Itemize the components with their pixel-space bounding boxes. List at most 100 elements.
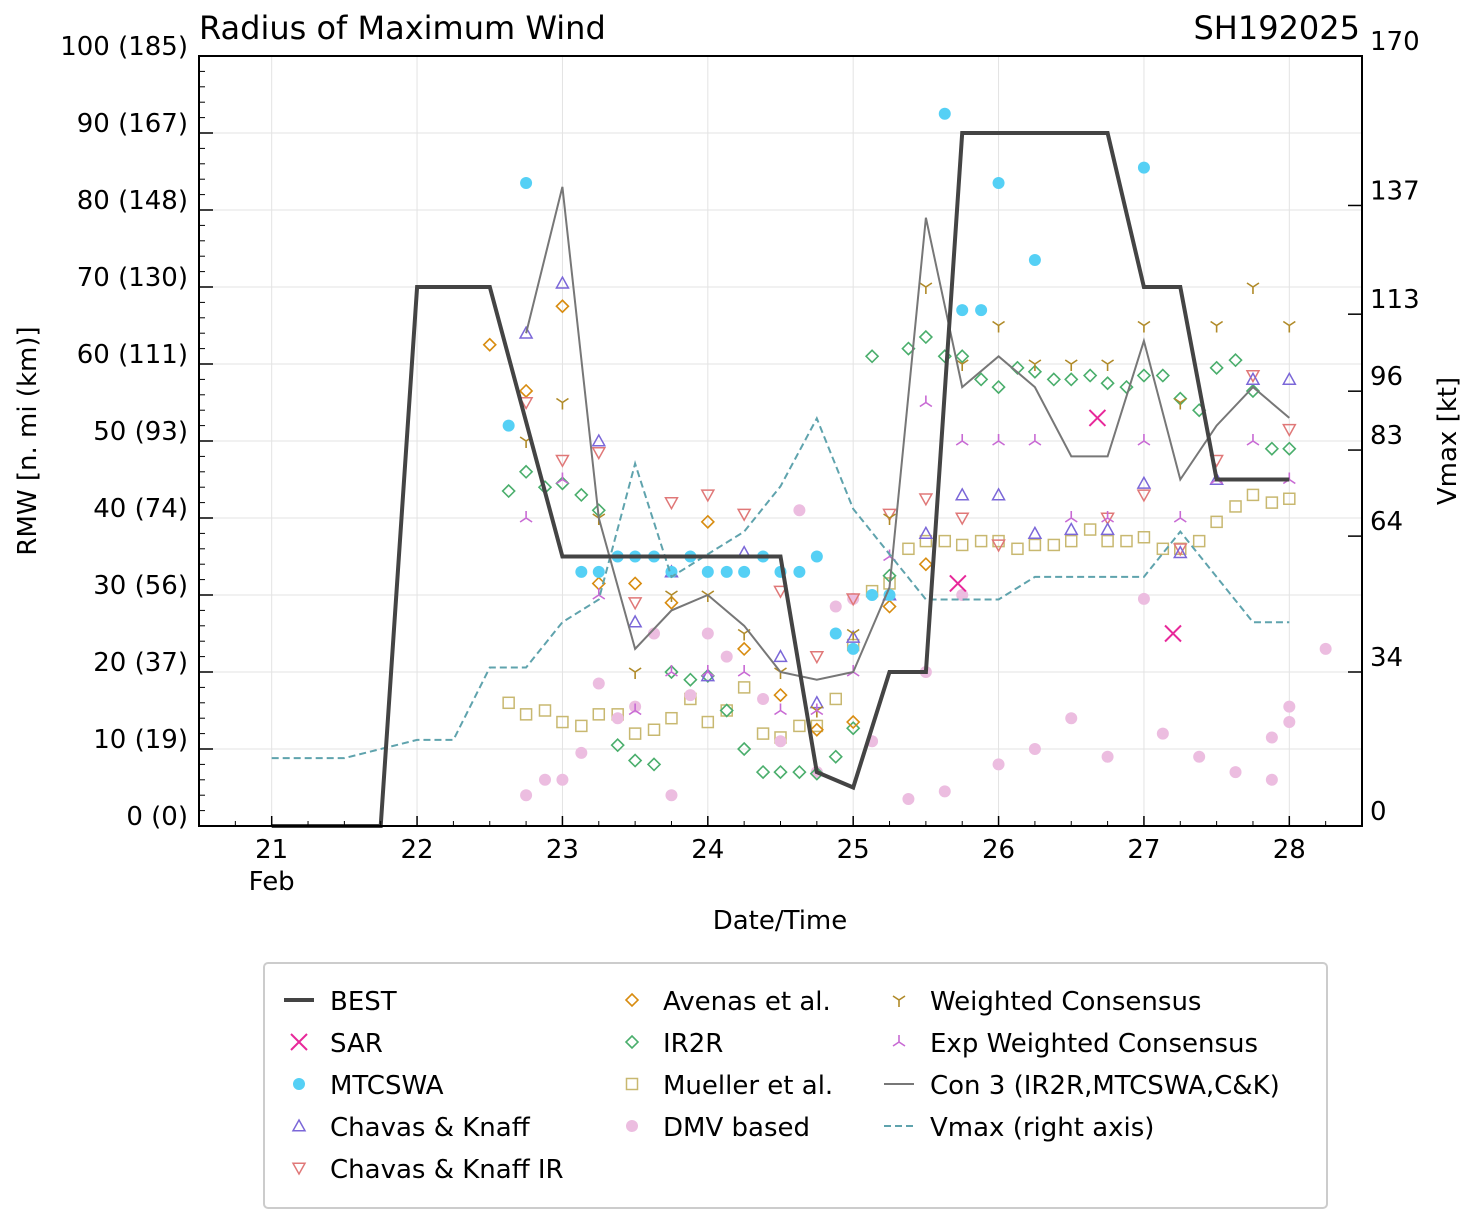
y-tick-label: 70 (130) — [77, 263, 188, 293]
best-line — [271, 131, 1290, 828]
ir2r-point — [501, 483, 516, 499]
series-con3 — [525, 186, 1290, 681]
wc-point — [1210, 320, 1224, 333]
mueller-point — [737, 681, 751, 694]
legend-frame — [263, 962, 1328, 1209]
sar-point — [1088, 409, 1107, 427]
x-tick-label: 23 — [546, 835, 579, 865]
dmv-point — [1319, 642, 1332, 655]
ewc-point — [555, 472, 569, 485]
mueller-point — [955, 538, 969, 552]
dmv-point — [774, 735, 787, 748]
mueller-point — [1065, 534, 1078, 548]
dmv-point — [556, 773, 569, 786]
ewc-point — [774, 703, 787, 716]
legend-swatch-mueller — [625, 1077, 639, 1091]
mueller-point — [1265, 496, 1279, 509]
con3-line — [525, 186, 1290, 681]
legend-item-sar: SAR — [290, 1029, 383, 1059]
legend-label-vmax: Vmax (right axis) — [930, 1113, 1154, 1143]
legend-label-mueller: Mueller et al. — [663, 1071, 833, 1101]
sar-point — [949, 574, 967, 593]
dmv-point — [1028, 743, 1041, 755]
y-right-tick-label: 137 — [1370, 176, 1420, 206]
ir2r-point — [683, 672, 698, 687]
mueller-point — [810, 719, 824, 733]
ewc-point — [1246, 434, 1260, 446]
series-mueller — [502, 488, 1296, 744]
mueller-point — [665, 711, 678, 725]
chart-title-right: SH192025 — [1193, 9, 1360, 47]
ir2r-point — [828, 749, 843, 764]
series-sar — [949, 409, 1182, 643]
ck-point — [555, 275, 570, 289]
x-tick-label: 25 — [837, 835, 870, 865]
mueller-point — [919, 534, 933, 548]
legend-item-dmv: DMV based — [626, 1113, 810, 1143]
legend-swatch-ir2r — [624, 1034, 640, 1050]
dmv-point — [575, 746, 588, 759]
ir2r-point — [737, 741, 752, 757]
ck-point — [1245, 371, 1261, 385]
mtcswa-point — [938, 107, 951, 120]
avenas-point — [482, 337, 497, 352]
ck-point — [991, 487, 1006, 501]
ckir-point — [809, 651, 825, 665]
dmv-point — [592, 677, 605, 690]
mueller-point — [756, 727, 770, 740]
dmv-point — [538, 773, 551, 786]
y-right-tick-label: 34 — [1370, 643, 1403, 673]
mueller-point — [902, 542, 915, 556]
ewc-point — [992, 434, 1006, 446]
ckir-point — [918, 493, 934, 507]
legend: BEST SAR MTCSWA Chavas & Knaff Chavas & Knaf… — [263, 962, 1328, 1209]
mueller-point — [592, 708, 606, 721]
y-tick-label: 80 (148) — [77, 186, 188, 216]
mueller-point — [1101, 534, 1114, 548]
ir2r-point — [610, 738, 625, 753]
dmv-point — [665, 789, 678, 802]
ir2r-point — [719, 703, 734, 718]
ewc-point — [1028, 434, 1042, 446]
wc-point — [1101, 359, 1115, 371]
dmv-point — [757, 692, 770, 705]
ewc-point — [810, 703, 824, 716]
ir2r-point — [627, 753, 643, 768]
y-right-tick-label: 96 — [1370, 362, 1403, 392]
avenas-point — [846, 714, 861, 730]
ewc-point — [1064, 511, 1078, 523]
legend-swatch-ck — [291, 1118, 307, 1132]
ck-point — [918, 525, 934, 539]
ck-point — [773, 649, 788, 663]
mueller-point — [502, 696, 515, 710]
ir2r-point — [792, 764, 807, 780]
ewc-point — [1137, 434, 1151, 446]
wc-point — [810, 705, 824, 718]
dmv-point — [902, 793, 915, 806]
mueller-point — [647, 723, 661, 736]
x-tick-label: 28 — [1273, 835, 1306, 865]
ir2r-point — [918, 329, 934, 345]
ck-point — [1136, 475, 1152, 489]
legend-item-ir2r: IR2R — [624, 1029, 723, 1059]
x-tick-label: 27 — [1127, 835, 1160, 865]
ckir-point — [954, 512, 970, 526]
dmv-point — [701, 627, 714, 640]
wc-point — [555, 397, 569, 410]
legend-item-best: BEST — [284, 987, 397, 1017]
ckir-point — [1282, 423, 1297, 437]
ck-point — [1027, 525, 1043, 539]
ck-point — [1282, 371, 1297, 385]
ckir-point — [1245, 370, 1261, 384]
wc-point — [1246, 282, 1260, 294]
y-right-tick-label: 170 — [1370, 27, 1420, 57]
ckir-point — [555, 454, 570, 468]
mueller-point — [1192, 534, 1206, 548]
ir2r-point — [755, 764, 771, 780]
mtcswa-point — [1028, 254, 1041, 267]
avenas-point — [737, 641, 752, 657]
mueller-point — [720, 704, 733, 717]
y-right-tick-label: 113 — [1370, 285, 1420, 315]
